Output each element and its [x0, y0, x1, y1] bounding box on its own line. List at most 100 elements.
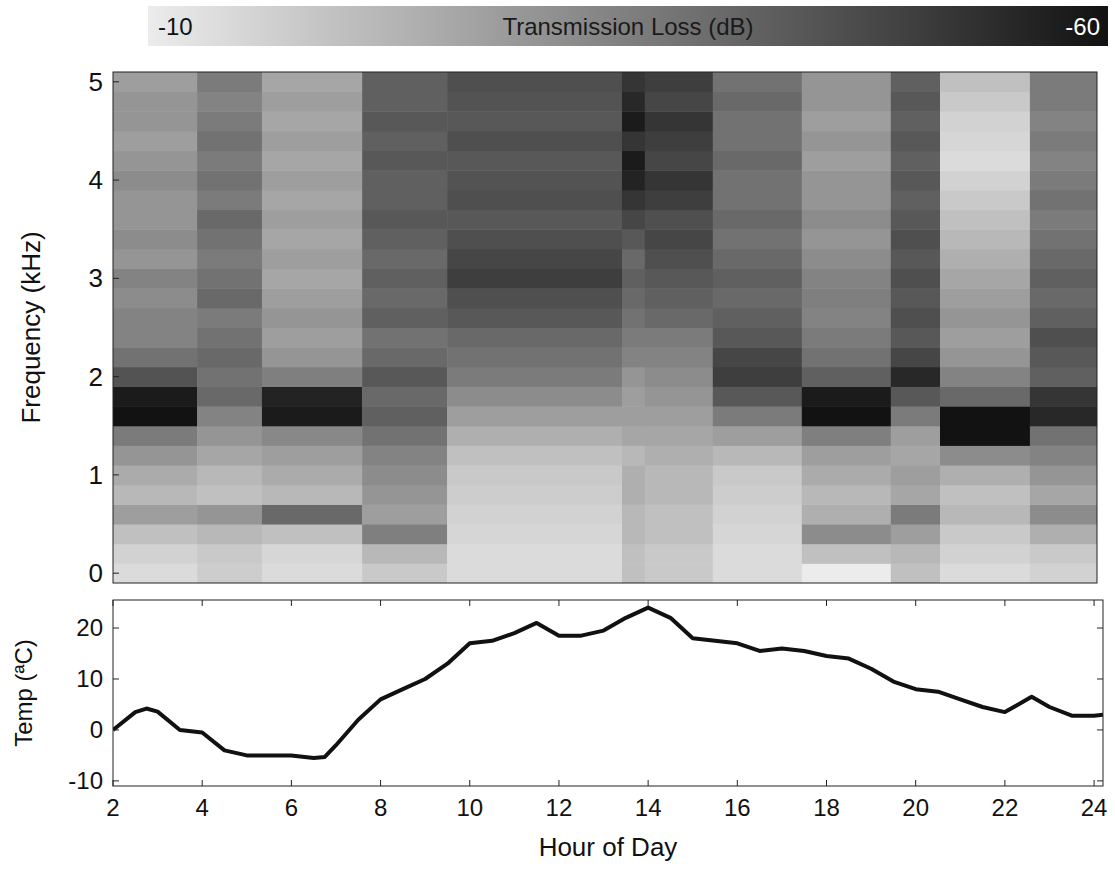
heatmap-cell — [622, 308, 645, 328]
heatmap-cell — [447, 131, 622, 151]
y-tick — [113, 729, 119, 730]
x-tick — [202, 780, 203, 786]
heatmap-cell — [447, 151, 622, 171]
x-tick — [291, 780, 292, 786]
heatmap-cell — [802, 544, 892, 564]
heatmap-cell — [622, 151, 645, 171]
x-tick-label: 6 — [285, 794, 298, 821]
heatmap-cell — [713, 328, 803, 348]
heatmap-cell — [447, 308, 622, 328]
y-tick — [113, 474, 119, 475]
x-tick-label: 2 — [106, 794, 119, 821]
heatmap-cell — [645, 308, 713, 328]
heatmap-cell — [891, 465, 941, 485]
heatmap-cell — [891, 426, 941, 446]
heatmap-cell — [197, 485, 262, 505]
heatmap-cell — [362, 445, 447, 465]
heatmap-cell — [802, 524, 892, 544]
heatmap-cell — [622, 504, 645, 524]
heatmap-cell — [197, 170, 262, 190]
heatmap-cell — [1030, 524, 1097, 544]
heatmap-cell — [622, 249, 645, 269]
x-tick — [1004, 780, 1005, 786]
x-tick — [915, 780, 916, 786]
heatmap-cell — [622, 328, 645, 348]
heatmap-cell — [197, 131, 262, 151]
heatmap-cell — [891, 72, 941, 92]
heatmap-cell — [113, 308, 198, 328]
heatmap-cell — [262, 485, 363, 505]
heatmap-cell — [113, 170, 198, 190]
heatmap-cell — [802, 485, 892, 505]
colorbar — [148, 6, 1108, 46]
heatmap-cell — [262, 504, 363, 524]
x-tick — [113, 600, 114, 606]
heatmap-cell — [622, 485, 645, 505]
heatmap-cell — [113, 229, 198, 249]
heatmap-cell — [1030, 328, 1097, 348]
heatmap-cell — [891, 111, 941, 131]
heatmap-cell — [362, 426, 447, 446]
heatmap-cell — [262, 445, 363, 465]
heatmap-cell — [713, 92, 803, 112]
heatmap-cell — [645, 249, 713, 269]
heatmap-cell — [891, 249, 941, 269]
heatmap-cell — [447, 170, 622, 190]
heatmap-cell — [113, 347, 198, 367]
heatmap-cell — [447, 524, 622, 544]
heatmap-cell — [362, 504, 447, 524]
heatmap-cell — [447, 210, 622, 230]
heatmap-cell — [262, 465, 363, 485]
heatmap-cell — [447, 485, 622, 505]
heatmap-cell — [940, 386, 1030, 406]
colorbar-tick-label: -10 — [158, 13, 193, 40]
heatmap-cell — [197, 111, 262, 131]
heatmap-cell — [197, 524, 262, 544]
x-tick — [202, 600, 203, 606]
heatmap-cell — [113, 367, 198, 387]
heatmap-cell — [197, 92, 262, 112]
heatmap-cell — [362, 170, 447, 190]
heatmap-cell — [113, 151, 198, 171]
heatmap-cell — [891, 269, 941, 289]
heatmap-cell — [262, 249, 363, 269]
heatmap-cell — [802, 190, 892, 210]
heatmap-cell — [645, 190, 713, 210]
heatmap-cell — [645, 210, 713, 230]
heatmap-cell — [1030, 151, 1097, 171]
heatmap-cell — [940, 347, 1030, 367]
heatmap-cell — [1030, 445, 1097, 465]
heatmap-cell — [802, 229, 892, 249]
y-tick — [113, 780, 119, 781]
heatmap-cell — [447, 111, 622, 131]
heatmap-cell — [1030, 485, 1097, 505]
y-axis-title: Temp (ªC) — [10, 639, 37, 747]
heatmap-cell — [1030, 367, 1097, 387]
heatmap-cell — [891, 92, 941, 112]
heatmap-cell — [940, 72, 1030, 92]
heatmap-cell — [1030, 347, 1097, 367]
x-tick-label: 12 — [546, 794, 573, 821]
heatmap-cell — [197, 269, 262, 289]
x-tick-label: 22 — [992, 794, 1019, 821]
heatmap-cell — [362, 308, 447, 328]
heatmap-cell — [802, 111, 892, 131]
heatmap-cell — [113, 465, 198, 485]
heatmap-cell — [940, 524, 1030, 544]
heatmap-cell — [262, 308, 363, 328]
heatmap-cell — [891, 170, 941, 190]
x-tick — [648, 780, 649, 786]
heatmap-cell — [262, 72, 363, 92]
heatmap-cell — [713, 72, 803, 92]
heatmap-cell — [197, 72, 262, 92]
heatmap-cell — [1030, 406, 1097, 426]
heatmap-cell — [447, 72, 622, 92]
heatmap-cell — [1030, 504, 1097, 524]
x-tick — [1004, 600, 1005, 606]
heatmap-cell — [940, 563, 1030, 583]
heatmap-cell — [1030, 426, 1097, 446]
heatmap-cell — [362, 485, 447, 505]
heatmap-cell — [262, 288, 363, 308]
y-tick — [113, 628, 119, 629]
heatmap-cell — [891, 544, 941, 564]
